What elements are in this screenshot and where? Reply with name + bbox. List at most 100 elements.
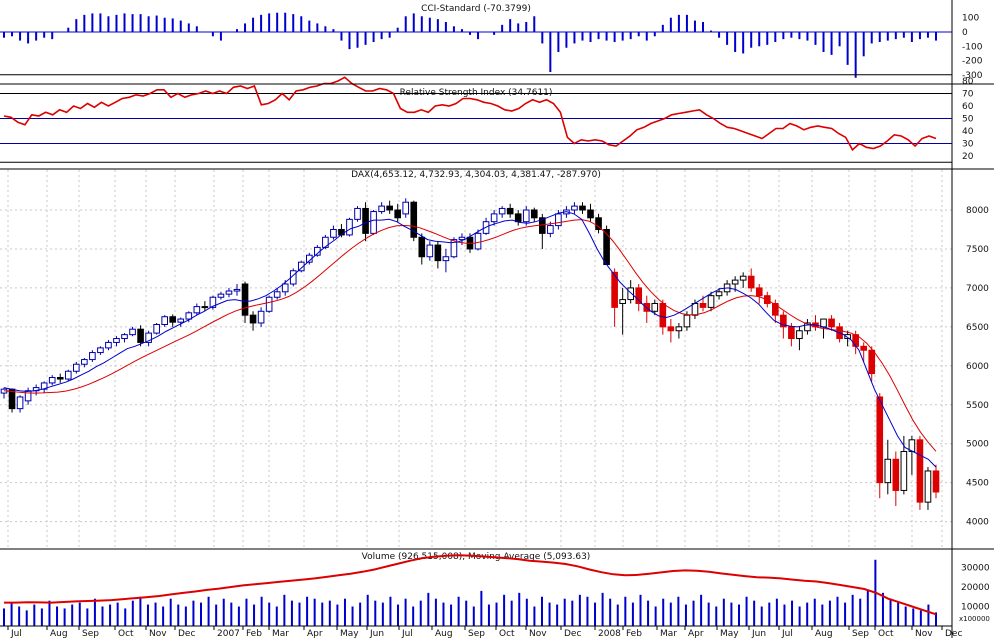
candle — [72, 361, 80, 374]
candle — [64, 369, 72, 382]
candle-body — [498, 207, 506, 215]
candle-body — [72, 363, 80, 372]
candle-body — [691, 302, 699, 316]
x-tick-label: May — [720, 629, 739, 638]
x-tick-label: Aug — [50, 629, 68, 638]
rsi-tick-label: 50 — [962, 115, 974, 125]
price-panel: DAX(4,653.12, 4,732.93, 4,304.03, 4,381.… — [0, 170, 989, 548]
rsi-levels — [0, 74, 952, 163]
x-tick-label: Sep — [852, 629, 869, 638]
volume-tick-label: 10000 — [961, 603, 990, 613]
candle-body — [233, 288, 241, 292]
candle — [876, 393, 884, 499]
candle — [418, 233, 426, 265]
candle — [611, 268, 618, 327]
candle-body — [370, 211, 377, 234]
candle — [490, 210, 498, 226]
candle-body — [788, 326, 795, 340]
candle — [265, 295, 273, 313]
price-tick-label: 7500 — [966, 245, 989, 255]
price-tick-label: 4500 — [966, 479, 989, 489]
rsi-tick-label: 40 — [962, 127, 974, 137]
candlesticks — [0, 198, 940, 510]
candle-body — [225, 290, 233, 295]
x-tick-label: Mar — [660, 629, 677, 638]
candle-body — [780, 314, 787, 328]
candle-body — [201, 306, 209, 309]
candle-body — [635, 287, 643, 304]
x-tick-label: May — [340, 629, 359, 638]
candle-body — [611, 271, 618, 308]
candle-body — [273, 291, 281, 298]
candle — [739, 272, 747, 288]
candle-body — [860, 345, 868, 351]
volume-tick-label: 20000 — [961, 583, 990, 593]
candle-body — [474, 232, 482, 250]
candle — [474, 229, 482, 251]
candle-body — [707, 295, 715, 308]
candle — [113, 336, 120, 347]
candle-body — [876, 396, 884, 484]
candle-body — [683, 314, 691, 328]
price-grid — [0, 170, 952, 548]
candle-body — [884, 458, 892, 484]
candle — [434, 241, 442, 269]
volume-tick-label: 30000 — [961, 564, 990, 574]
price-title: DAX(4,653.12, 4,732.93, 4,304.03, 4,381.… — [351, 170, 601, 180]
x-tick-label: Apr — [307, 629, 323, 638]
candle — [442, 248, 450, 273]
candle-body — [595, 217, 602, 230]
candle — [225, 287, 233, 298]
candle-body — [828, 318, 835, 328]
candle-body — [900, 450, 908, 491]
candle — [410, 200, 418, 242]
candle — [860, 342, 868, 362]
candle-body — [297, 261, 305, 272]
candle — [257, 307, 265, 327]
candle-body — [121, 334, 128, 340]
candle — [892, 451, 900, 507]
candle — [105, 340, 112, 351]
candle — [16, 395, 24, 413]
x-tick-label: Sep — [82, 629, 99, 638]
candle — [346, 217, 353, 237]
candle-body — [161, 316, 169, 326]
candle-body — [265, 296, 273, 312]
candle-body — [522, 209, 530, 223]
price-tick-label: 5500 — [966, 401, 989, 411]
candle-body — [747, 275, 755, 289]
candle-body — [627, 287, 635, 301]
candle-body — [651, 302, 659, 312]
candle-body — [64, 370, 72, 380]
price-tick-label: 8000 — [966, 206, 989, 216]
price-tick-label: 4000 — [966, 518, 989, 528]
candle-body — [386, 205, 393, 211]
candle — [249, 311, 257, 331]
candle-body — [362, 207, 369, 234]
candle-body — [24, 390, 32, 402]
candle-body — [450, 239, 458, 258]
cci-tick-label: 0 — [962, 28, 968, 38]
candle — [627, 280, 635, 304]
candle-body — [217, 293, 225, 298]
rsi-tick-label: 80 — [962, 77, 974, 87]
x-tick-label: Aug — [435, 629, 453, 638]
candle-body — [410, 201, 418, 238]
x-tick-label: Dec — [564, 629, 581, 638]
rsi-axis: 80 70 60 50 40 30 20 — [962, 77, 974, 162]
candle-body — [924, 470, 932, 503]
cci-bars — [0, 12, 952, 78]
candle-body — [530, 209, 538, 219]
candle-body — [402, 201, 410, 215]
price-tick-label: 7000 — [966, 284, 989, 294]
candle — [667, 319, 675, 343]
candle — [56, 373, 64, 383]
x-tick-label: Jun — [751, 629, 766, 638]
x-tick-label: Sep — [468, 629, 485, 638]
candle-body — [56, 376, 64, 380]
moving-average-long-line — [3, 219, 937, 452]
candle — [169, 314, 177, 327]
x-tick-label: Feb — [246, 629, 262, 638]
candle-body — [667, 326, 675, 332]
